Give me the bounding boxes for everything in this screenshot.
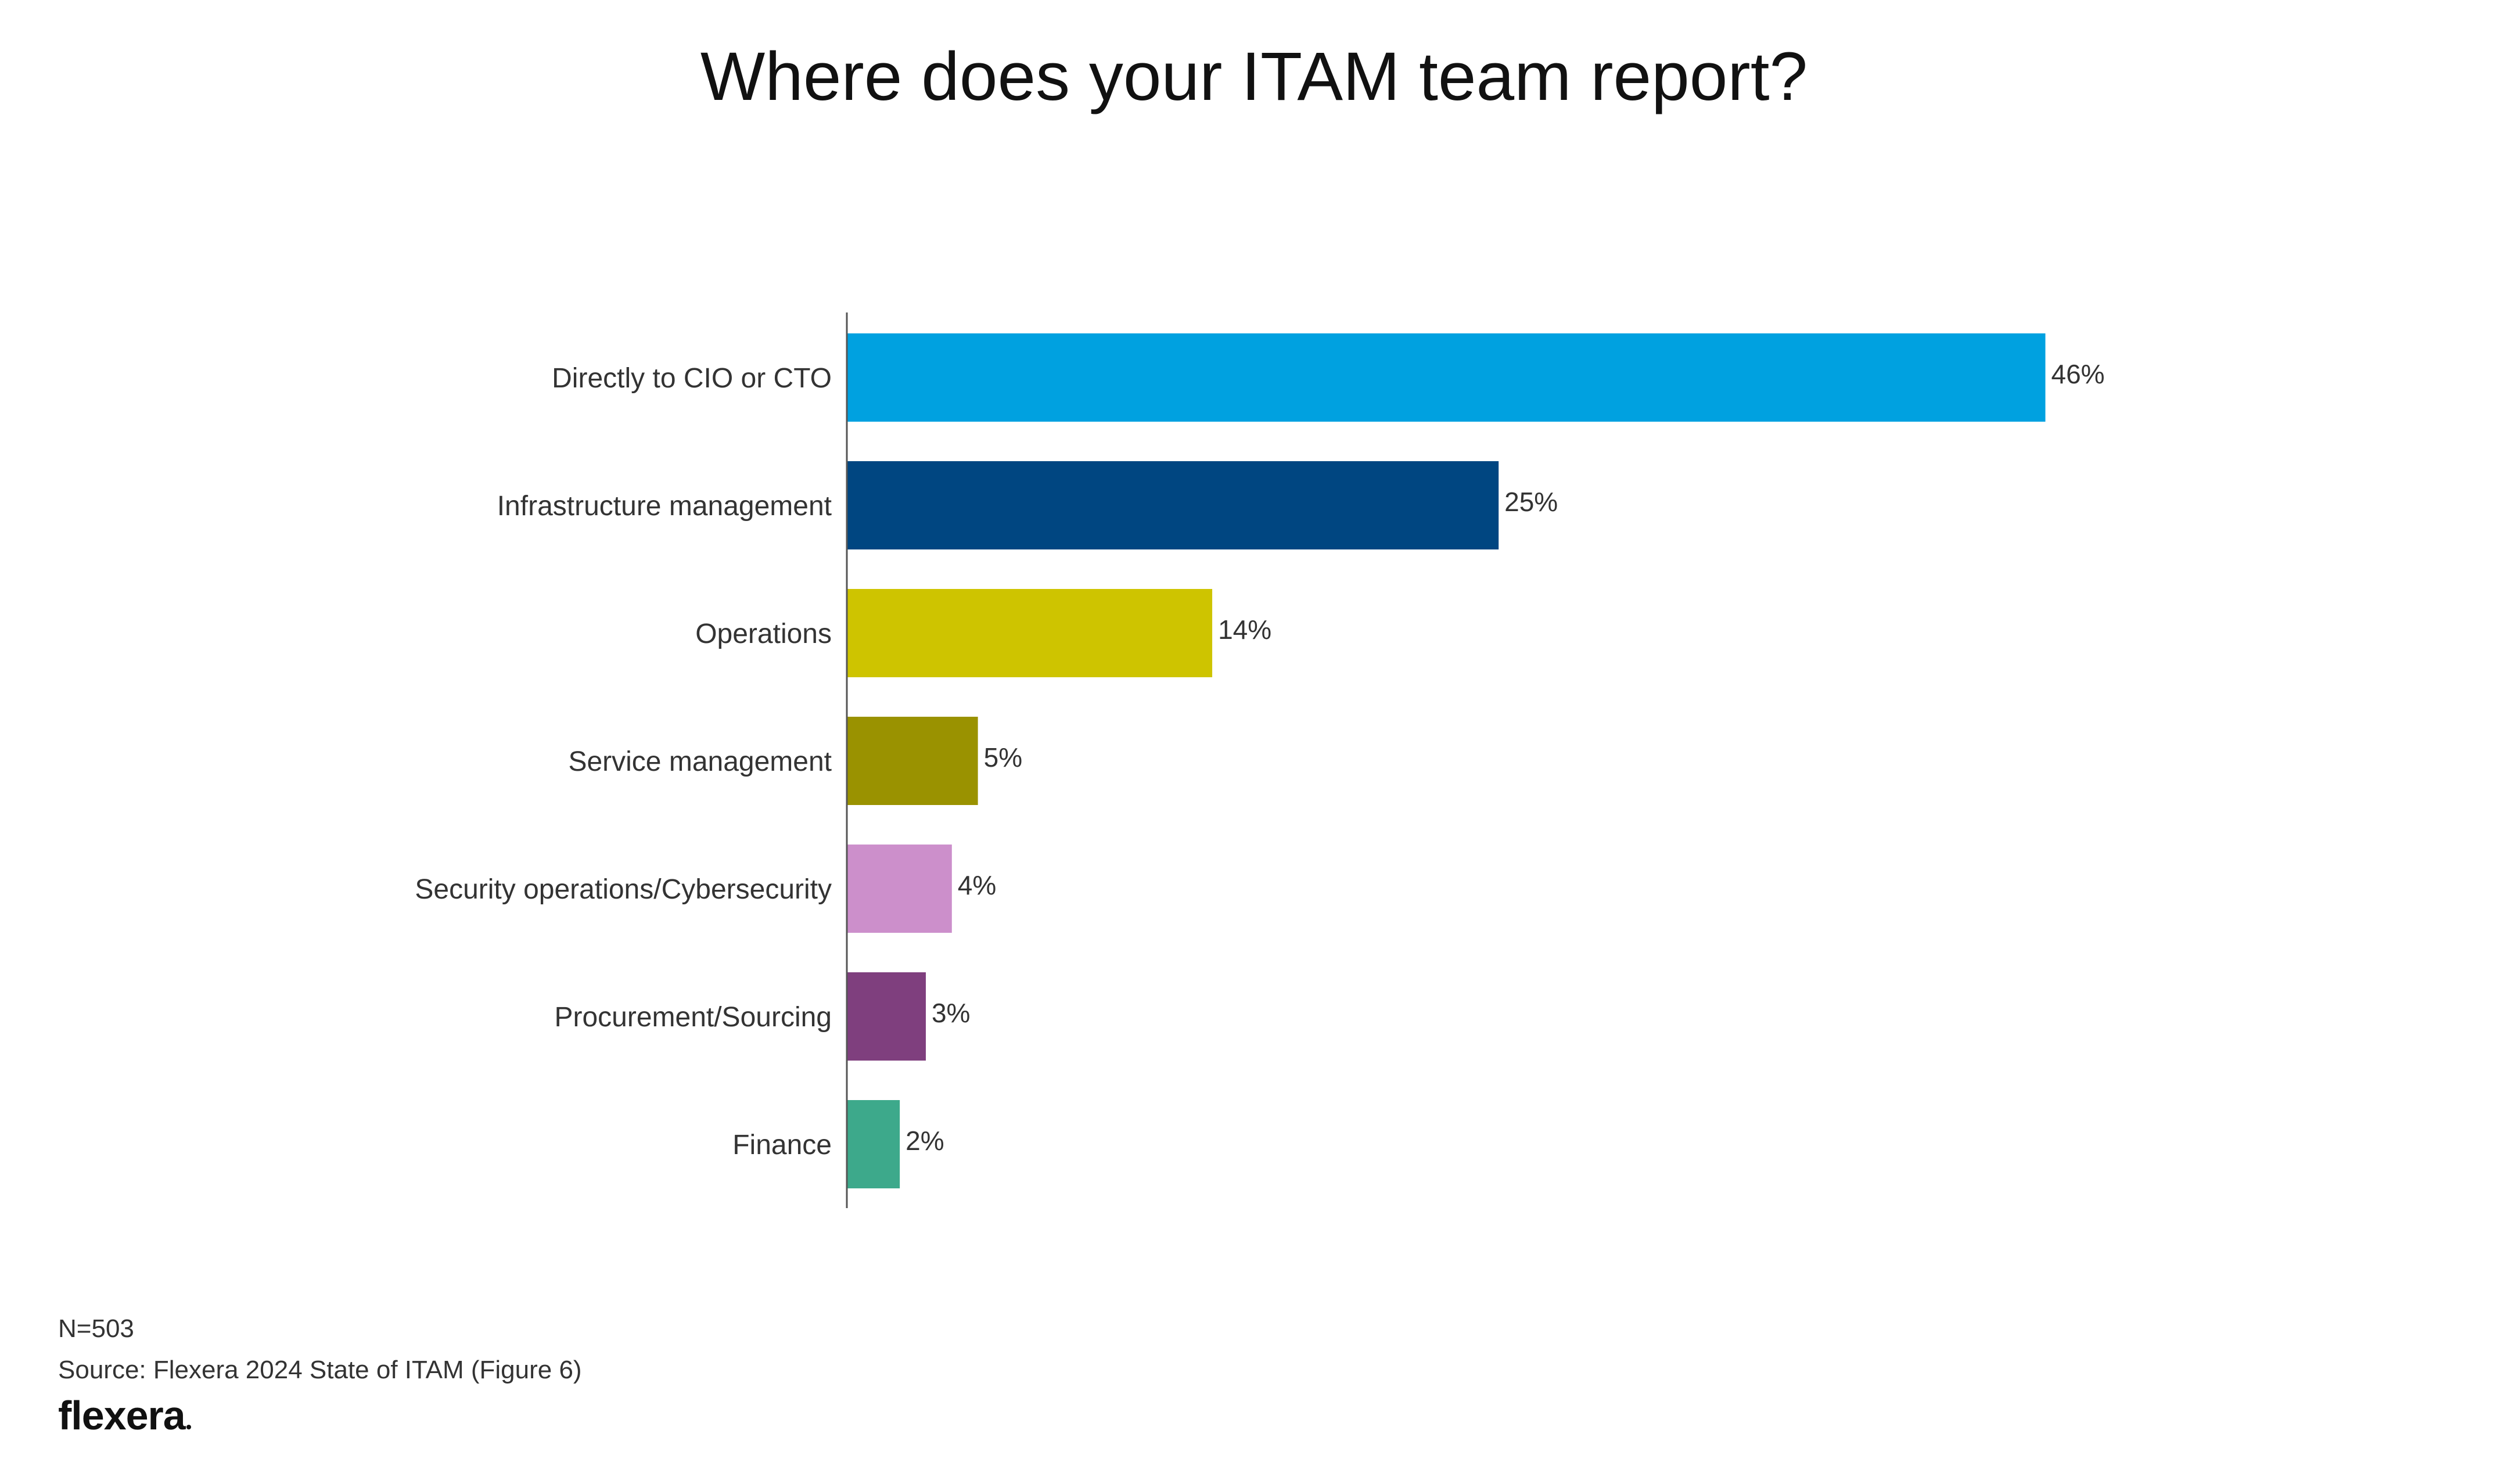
bar [847, 845, 952, 933]
logo-dot [186, 1425, 191, 1429]
value-label: 46% [2051, 359, 2105, 389]
category-label: Finance [732, 1130, 832, 1160]
value-label: 25% [1504, 487, 1558, 517]
category-label: Directly to CIO or CTO [552, 363, 832, 394]
value-label: 14% [1218, 615, 1271, 645]
category-label: Service management [568, 746, 832, 777]
category-label: Procurement/Sourcing [554, 1002, 832, 1033]
bar [847, 717, 978, 805]
bar [847, 333, 2046, 422]
value-label: 4% [958, 870, 996, 900]
chart-title: Where does your ITAM team report? [700, 38, 1808, 115]
flexera-logo: flexera [58, 1391, 191, 1440]
source-note: Source: Flexera 2024 State of ITAM (Figu… [58, 1356, 582, 1384]
value-label: 3% [932, 998, 970, 1028]
bar [847, 589, 1213, 677]
sample-size-note: N=503 [58, 1314, 134, 1343]
category-label: Operations [695, 619, 832, 649]
category-label: Security operations/Cybersecurity [415, 874, 832, 905]
bar [847, 972, 926, 1061]
value-label: 5% [984, 742, 1022, 772]
category-label: Infrastructure management [497, 491, 832, 522]
brand-name: flexera [58, 1393, 186, 1438]
bar [847, 461, 1499, 549]
bar [847, 1100, 900, 1188]
value-label: 2% [906, 1126, 944, 1156]
